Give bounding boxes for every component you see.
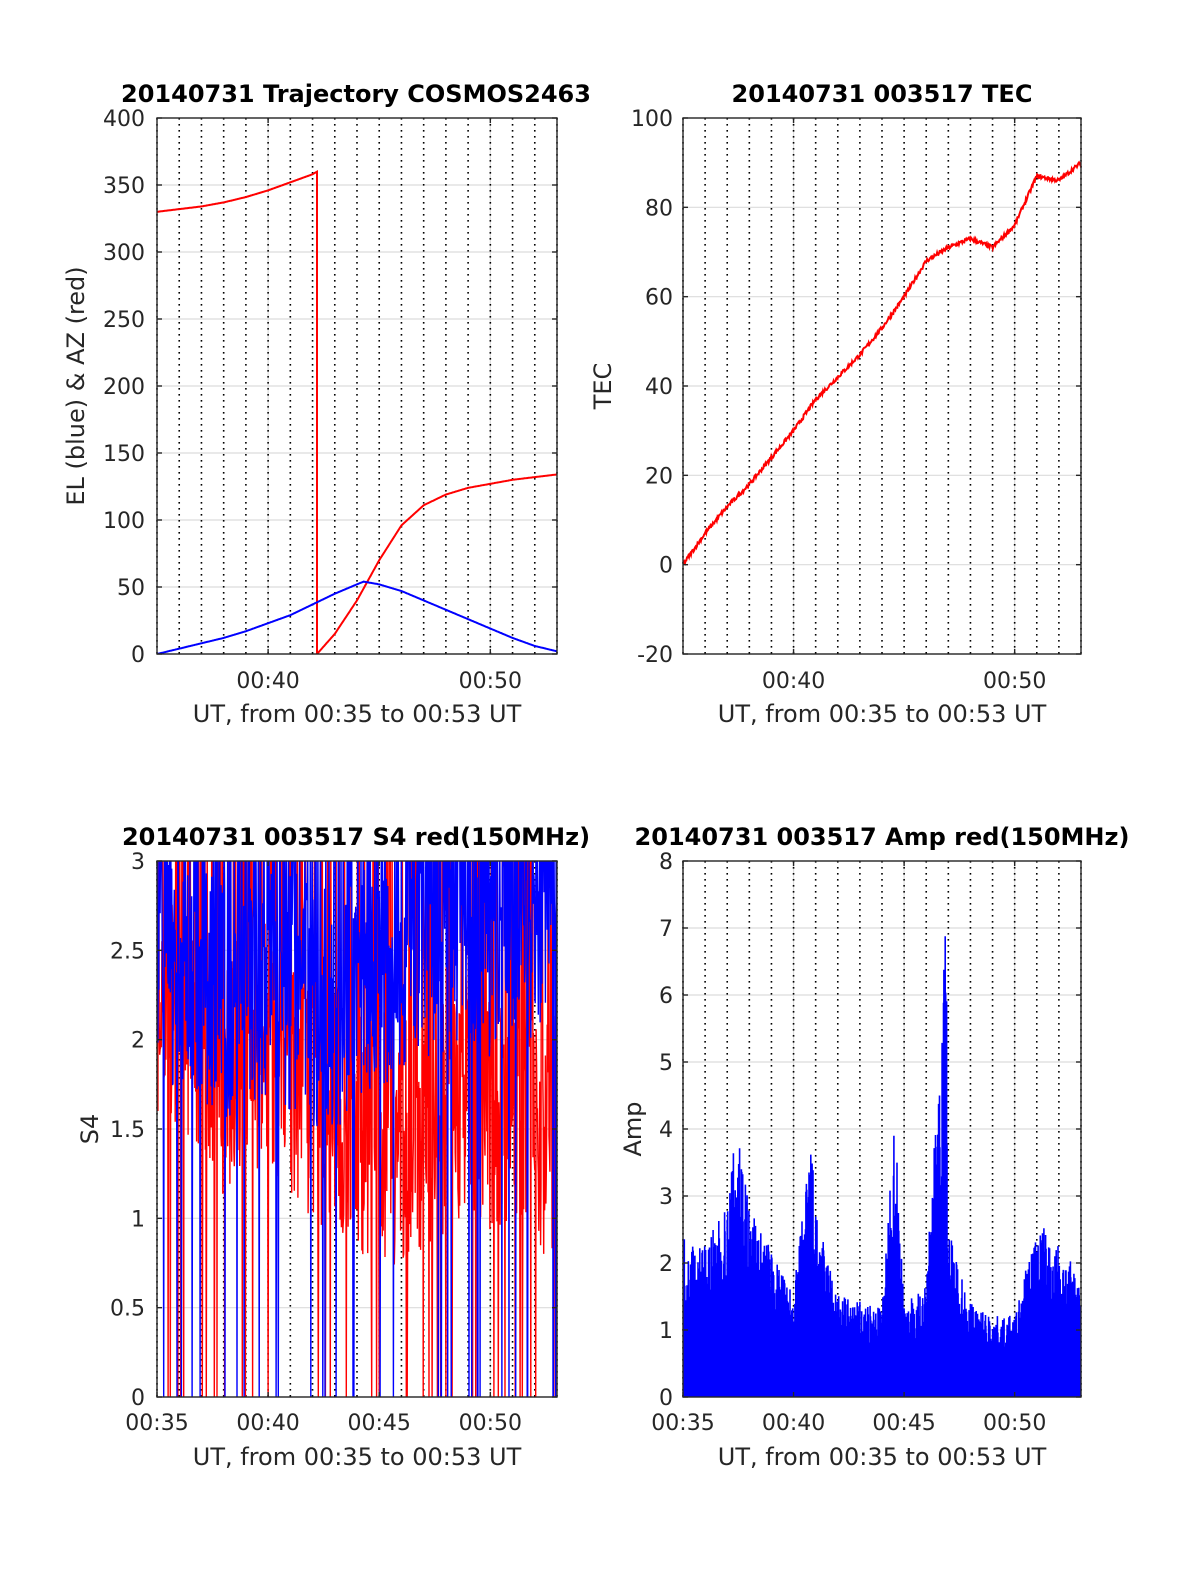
s4-ylabel: S4 <box>76 1114 104 1145</box>
amp-ytick-label: 5 <box>659 1051 673 1076</box>
trajectory-series-0 <box>157 169 557 654</box>
tec-ytick-label: 0 <box>659 554 673 579</box>
amp-ytick-label: 6 <box>659 984 673 1009</box>
s4-ytick-label: 0.5 <box>110 1297 145 1322</box>
tec-xtick-label: 00:40 <box>762 669 825 694</box>
tec-xtick-label: 00:50 <box>983 669 1046 694</box>
trajectory-ytick-label: 200 <box>103 375 145 400</box>
amp-xlabel: UT, from 00:35 to 00:53 UT <box>718 1443 1047 1471</box>
amp-xtick-label: 00:50 <box>983 1411 1046 1436</box>
amp-ytick-label: 7 <box>659 917 673 942</box>
trajectory-ytick-label: 0 <box>131 643 145 668</box>
tec-panel: 00:40 00:50 -20 0 20 40 60 80 100 20140731 003517… <box>589 80 1082 728</box>
amp-title: 20140731 003517 Amp red(150MHz) <box>635 823 1130 851</box>
s4-ytick-label: 1 <box>131 1207 145 1232</box>
trajectory-title: 20140731 Trajectory COSMOS2463 <box>121 80 591 108</box>
tec-ytick-label: 60 <box>645 286 673 311</box>
amp-ytick-label: 1 <box>659 1319 673 1344</box>
tec-title: 20140731 003517 TEC <box>732 80 1033 108</box>
tec-ytick-label: 100 <box>631 107 673 132</box>
amp-ylabel: Amp <box>619 1101 647 1156</box>
tec-ylabel: TEC <box>589 363 617 411</box>
s4-xlabel: UT, from 00:35 to 00:53 UT <box>193 1443 522 1471</box>
amp-xtick-label: 00:45 <box>872 1411 935 1436</box>
tec-ytick-label: 20 <box>645 464 673 489</box>
amp-ytick-label: 0 <box>659 1386 673 1411</box>
s4-series-1 <box>157 861 557 1397</box>
s4-title: 20140731 003517 S4 red(150MHz) <box>122 823 590 851</box>
s4-xtick-label: 00:50 <box>459 1411 522 1436</box>
s4-xtick-label: 00:45 <box>348 1411 411 1436</box>
s4-ytick-label: 2.5 <box>110 939 145 964</box>
s4-ytick-label: 0 <box>131 1386 145 1411</box>
tec-series-0 <box>683 160 1081 566</box>
trajectory-xtick-label: 00:40 <box>236 669 299 694</box>
trajectory-ytick-label: 250 <box>103 308 145 333</box>
trajectory-xtick-label: 00:50 <box>459 669 522 694</box>
tec-ytick-label: 40 <box>645 375 673 400</box>
tec-ytick-label: -20 <box>637 643 673 668</box>
s4-ytick-label: 1.5 <box>110 1118 145 1143</box>
amp-xtick-label: 00:40 <box>762 1411 825 1436</box>
s4-ytick-label: 2 <box>131 1029 145 1054</box>
amp-xtick-label: 00:35 <box>651 1411 714 1436</box>
s4-ytick-label: 3 <box>131 850 145 875</box>
trajectory-xlabel: UT, from 00:35 to 00:53 UT <box>193 700 522 728</box>
s4-panel: 00:35 00:40 00:45 00:50 0 0.5 1 1.5 2 2.5 32014073… <box>76 823 590 1471</box>
s4-xtick-label: 00:35 <box>125 1411 188 1436</box>
trajectory-ytick-label: 100 <box>103 509 145 534</box>
trajectory-ytick-label: 150 <box>103 442 145 467</box>
trajectory-panel: 00:40 00:50 0 50 100 150 200 250 300 350 400201407… <box>62 80 591 728</box>
trajectory-series-1 <box>157 580 557 654</box>
trajectory-ytick-label: 350 <box>103 174 145 199</box>
s4-series-0 <box>157 861 557 1397</box>
amp-ytick-label: 3 <box>659 1185 673 1210</box>
amp-ytick-label: 2 <box>659 1252 673 1277</box>
trajectory-ytick-label: 400 <box>103 107 145 132</box>
tec-ytick-label: 80 <box>645 196 673 221</box>
tec-xlabel: UT, from 00:35 to 00:53 UT <box>718 700 1047 728</box>
s4-xtick-label: 00:40 <box>236 1411 299 1436</box>
amp-series-0 <box>683 936 1081 1397</box>
trajectory-ylabel: EL (blue) & AZ (red) <box>62 266 90 505</box>
amp-ytick-label: 8 <box>659 850 673 875</box>
trajectory-ytick-label: 50 <box>117 576 145 601</box>
amp-ytick-label: 4 <box>659 1118 673 1143</box>
trajectory-ytick-label: 300 <box>103 241 145 266</box>
